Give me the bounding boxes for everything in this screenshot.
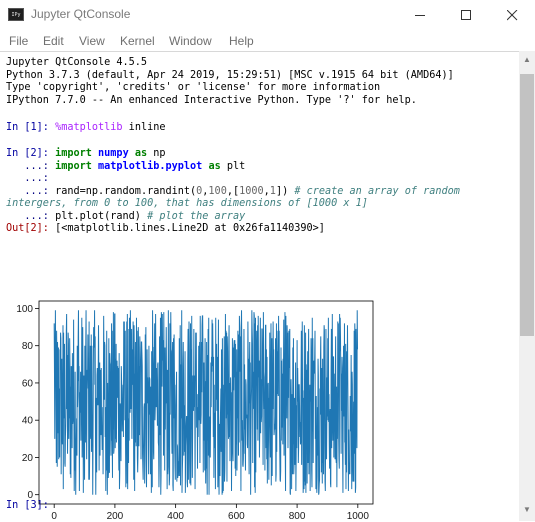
vertical-scrollbar[interactable]: ▲ ▼ [519,51,535,521]
menu-help[interactable]: Help [229,34,254,48]
maximize-button[interactable] [443,0,489,30]
keyword: as [208,160,221,172]
magic-command: %matplotlib [55,122,123,133]
menu-file[interactable]: File [9,34,29,48]
alias: np [153,148,166,159]
continuation-prompt: ...: [6,210,49,222]
title-bar: IPy Jupyter QtConsole [0,0,535,30]
code: rand=np.random.randint( [48,185,197,197]
banner-line: IPython 7.7.0 -- An enhanced Interactive… [6,94,417,106]
in-prompt: In [3]: [6,500,49,511]
y-tick-label: 100 [16,304,33,315]
menu-edit[interactable]: Edit [43,34,64,48]
number: 1000 [239,185,264,197]
continuation-prompt: ...: [6,173,49,184]
module-name: matplotlib.pyplot [98,160,203,172]
code: ,[ [226,185,240,197]
banner-line: Jupyter QtConsole 4.5.5 [6,57,148,68]
menu-kernel[interactable]: Kernel [120,34,155,48]
in-prompt: In [1]: [6,122,49,133]
y-tick-label: 80 [22,341,34,352]
cell-3-input[interactable]: In [3]: [6,500,49,513]
menu-bar: File Edit View Kernel Window Help [0,30,535,51]
number: 1 [269,185,276,197]
keyword: import [55,160,92,172]
maximize-icon [461,10,471,20]
y-tick-label: 0 [27,490,33,501]
out-prompt: Out[2]: [6,223,49,234]
x-tick-label: 0 [51,511,57,522]
continuation-prompt: ...: [6,185,49,197]
code: ]) [275,185,295,197]
x-tick-label: 1000 [347,511,370,522]
comment: # create an array of random [294,185,460,197]
code: , [202,185,209,197]
y-tick-label: 40 [22,416,34,427]
banner-line: Python 3.7.3 (default, Apr 24 2019, 15:2… [6,69,454,81]
magic-arg: inline [122,122,166,133]
menu-view[interactable]: View [79,34,105,48]
cell-2-line-4-wrap: intergers, from 0 to 100, that has dimen… [6,198,368,211]
scroll-down-icon[interactable]: ▼ [523,505,531,514]
alias: plt [226,160,246,172]
close-icon [507,10,518,21]
scrollbar-thumb[interactable] [520,74,534,336]
output-text: [<matplotlib.lines.Line2D at 0x26fa11403… [48,223,325,234]
keyword: import [55,148,92,159]
menu-window[interactable]: Window [169,34,212,48]
random-data-line [53,310,359,495]
close-button[interactable] [489,0,535,30]
qtconsole-app-icon: IPy [8,8,24,21]
number: 100 [208,185,227,197]
minimize-button[interactable] [397,0,443,30]
x-tick-label: 800 [289,511,306,522]
window-title: Jupyter QtConsole [31,7,131,21]
code: , [263,185,270,197]
comment: intergers, from 0 to 100, that has dimen… [6,198,368,209]
module-name: numpy [98,148,129,159]
x-tick-label: 600 [228,511,245,522]
cell-1-input: In [1]: %matplotlib inline [6,122,165,135]
scroll-up-icon[interactable]: ▲ [523,55,531,64]
cell-2-line-2: ...: import matplotlib.pyplot as plt [6,161,245,174]
continuation-prompt: ...: [6,160,49,172]
number: 0 [196,185,203,197]
in-prompt: In [2]: [6,148,49,159]
x-tick-label: 200 [107,511,124,522]
code: plt.plot(rand) [48,210,148,222]
cell-2-line-4: ...: rand=np.random.randint(0,100,[1000,… [6,186,460,199]
comment: # plot the array [147,210,246,222]
cell-2-line-5: ...: plt.plot(rand) # plot the array [6,211,245,224]
banner-line: Type 'copyright', 'credits' or 'license'… [6,82,381,93]
line-plot-figure: 0 20 40 60 80 100 0 200 400 600 800 1000 [16,300,374,522]
keyword: as [134,148,148,159]
y-tick-label: 60 [22,378,34,389]
minimize-icon [415,15,425,16]
console-output[interactable]: Jupyter QtConsole 4.5.5 Python 3.7.3 (de… [0,51,519,522]
y-tick-label: 20 [22,453,34,464]
cell-2-output: Out[2]: [<matplotlib.lines.Line2D at 0x2… [6,223,325,236]
x-tick-label: 400 [167,511,184,522]
cell-2-line-3: ...: [6,173,49,186]
cell-2-line-1: In [2]: import numpy as np [6,148,166,161]
